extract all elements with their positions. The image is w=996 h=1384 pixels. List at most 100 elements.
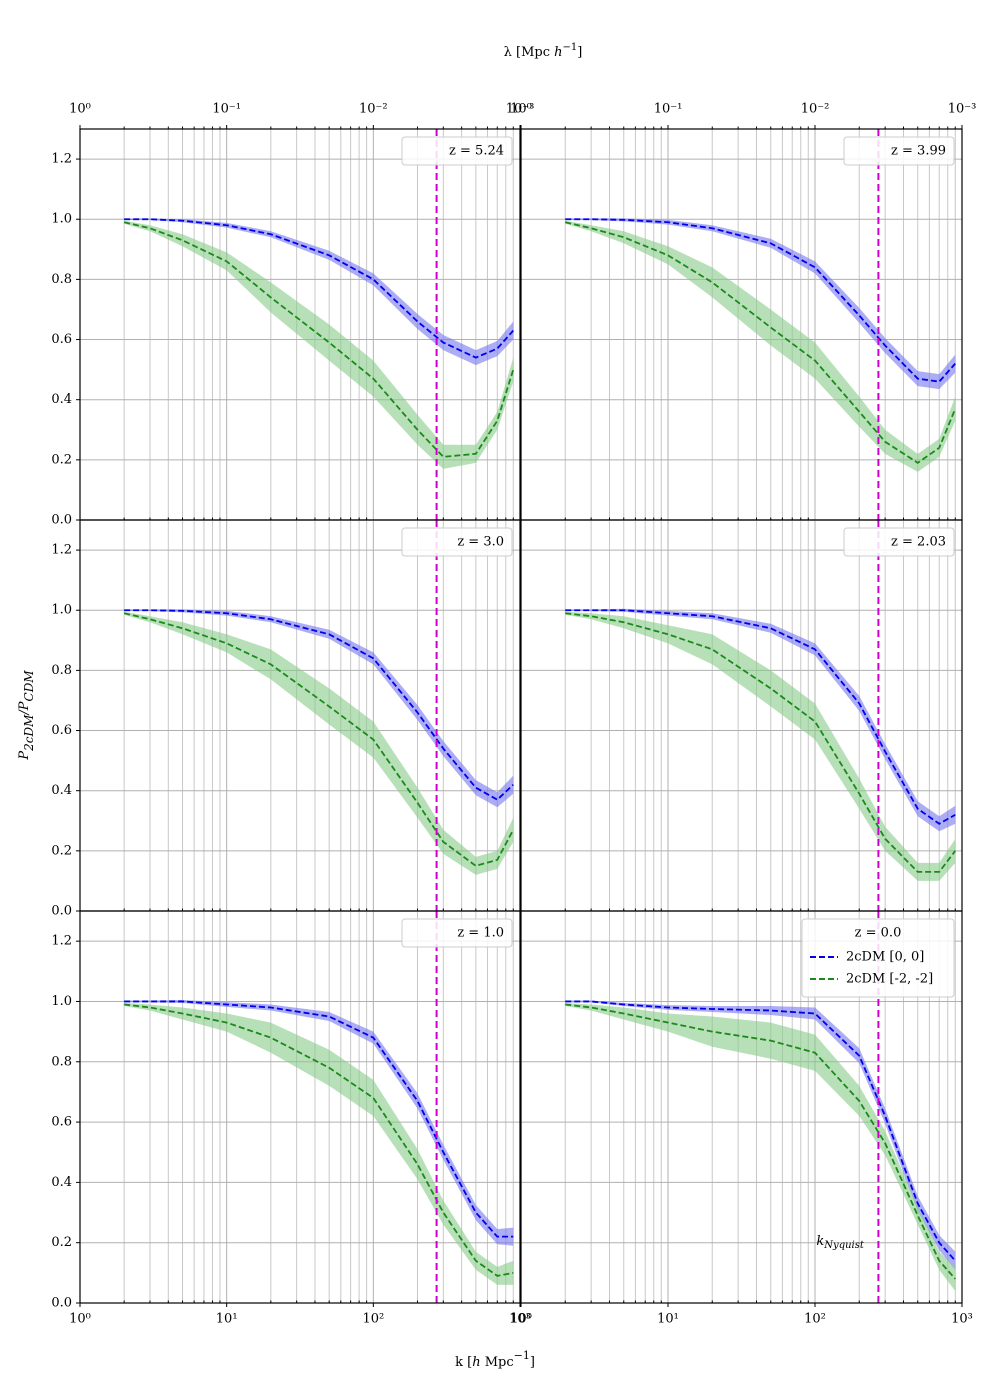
error-band bbox=[124, 1002, 514, 1285]
plot-area bbox=[565, 1000, 956, 1291]
x2-tick-label: 10⁻² bbox=[801, 102, 830, 117]
x2-tick-label: 10⁰ bbox=[510, 102, 532, 117]
nyquist-symbol: k bbox=[816, 1234, 824, 1249]
error-band bbox=[124, 609, 514, 808]
y-tick-label: 0.0 bbox=[51, 513, 72, 528]
y-tick-label: 1.0 bbox=[51, 994, 72, 1009]
y-tick-label: 0.2 bbox=[51, 1235, 72, 1250]
series-line bbox=[565, 1000, 956, 1262]
x2-tick-label: 10⁰ bbox=[69, 102, 91, 117]
label-part: P bbox=[17, 751, 32, 761]
panel: 0.0 0.2 0.4 0.6 0.8 1.0 1.2 z = 3.0 bbox=[51, 519, 521, 919]
label-part: −1 bbox=[514, 1349, 530, 1362]
plot-area bbox=[124, 999, 514, 1285]
panel: 10⁰ 10¹ 10² 10³ kNyquist z = 0.0 2cDM [0, 0] 2c… bbox=[510, 910, 973, 1327]
legend-box bbox=[843, 527, 955, 557]
legend-box bbox=[401, 918, 513, 948]
x-tick-label: 10² bbox=[362, 1312, 384, 1327]
plot-area bbox=[565, 218, 957, 472]
label-part: Mpc bbox=[481, 1355, 514, 1370]
x-tick-label: 10⁰ bbox=[69, 1312, 91, 1327]
y-tick-label: 0.0 bbox=[51, 904, 72, 919]
y-tick-label: 0.2 bbox=[51, 452, 72, 467]
label-part: /P bbox=[17, 701, 32, 716]
y-tick-label: 0.4 bbox=[51, 1175, 72, 1190]
y-tick-label: 0.8 bbox=[51, 663, 72, 678]
y-axis-label: P2cDM/PCDM bbox=[17, 670, 36, 761]
plot-area bbox=[123, 218, 515, 469]
y-tick-label: 1.0 bbox=[51, 212, 72, 227]
series-line bbox=[124, 218, 514, 359]
y-tick-label: 0.0 bbox=[51, 1296, 72, 1311]
plot-area bbox=[565, 608, 956, 881]
x2-tick-label: 10⁻³ bbox=[948, 102, 977, 117]
x-tick-label: 10⁰ bbox=[510, 1312, 532, 1327]
label-part: k [ bbox=[455, 1355, 472, 1370]
series-line bbox=[124, 1000, 514, 1238]
panel: z = 2.03 bbox=[520, 519, 963, 912]
y-tick-label: 0.6 bbox=[51, 1115, 72, 1130]
plot-area bbox=[123, 609, 515, 875]
x2-tick-label: 10⁻² bbox=[359, 102, 388, 117]
label-part: 2cDM bbox=[22, 714, 36, 752]
nyquist-label: kNyquist bbox=[816, 1234, 864, 1251]
y-tick-label: 0.8 bbox=[51, 1054, 72, 1069]
series-line bbox=[123, 612, 515, 867]
legend-title: z = 1.0 bbox=[457, 926, 504, 941]
panel: 10⁰ 10⁻¹ 10⁻² 10⁻³ 0.0 0.2 0.4 0.6 0.8 1.0 1.2 z = … bbox=[51, 102, 534, 528]
label-part: h bbox=[554, 45, 562, 60]
panel-frame bbox=[520, 128, 963, 521]
x-tick-label: 10¹ bbox=[657, 1312, 679, 1327]
error-band bbox=[565, 611, 956, 881]
error-band bbox=[124, 611, 514, 875]
y-tick-label: 0.8 bbox=[51, 272, 72, 287]
series-line bbox=[565, 221, 957, 464]
legend-box bbox=[401, 527, 513, 557]
y-tick-label: 0.6 bbox=[51, 723, 72, 738]
error-band bbox=[124, 218, 514, 366]
series-line bbox=[123, 221, 515, 458]
series-line bbox=[565, 612, 956, 873]
panel-frame bbox=[79, 910, 521, 1304]
x-tick-label: 10² bbox=[804, 1312, 826, 1327]
y-tick-label: 0.6 bbox=[51, 332, 72, 347]
y-tick-label: 1.2 bbox=[51, 934, 72, 949]
y-tick-label: 0.4 bbox=[51, 783, 72, 798]
x-tick-label: 10¹ bbox=[216, 1312, 238, 1327]
x2-tick-label: 10⁻¹ bbox=[654, 102, 683, 117]
legend-box bbox=[401, 136, 513, 166]
legend-box bbox=[843, 136, 955, 166]
x-tick-label: 10³ bbox=[509, 1312, 531, 1327]
label-part: ] bbox=[530, 1355, 535, 1370]
x2-tick-label: 10⁻¹ bbox=[212, 102, 241, 117]
label-part: λ [Mpc bbox=[504, 45, 555, 60]
legend-box bbox=[801, 918, 955, 998]
legend-entry: 2cDM [0, 0] bbox=[846, 950, 924, 965]
y-tick-label: 1.2 bbox=[51, 543, 72, 558]
panel: 10⁰ 10¹ 10² 10³ 0.0 0.2 0.4 0.6 0.8 1.0 1.2 z = 1.0 bbox=[51, 910, 531, 1327]
y-tick-label: 1.0 bbox=[51, 603, 72, 618]
label-part: h bbox=[472, 1355, 480, 1370]
label-part: −1 bbox=[563, 42, 578, 53]
legend-title: z = 2.03 bbox=[891, 535, 946, 550]
x2-tick-label: 10⁻³ bbox=[506, 102, 535, 117]
x2-axis-label: λ [Mpc h−1] bbox=[504, 42, 583, 60]
series-line bbox=[565, 609, 956, 825]
series-line bbox=[124, 1003, 514, 1277]
series-line bbox=[124, 609, 514, 801]
legend-title: z = 3.99 bbox=[891, 144, 946, 159]
error-band bbox=[565, 218, 956, 390]
legend-title: z = 5.24 bbox=[449, 144, 504, 159]
nyquist-subscript: Nyquist bbox=[823, 1240, 865, 1251]
legend-entry: 2cDM [-2, -2] bbox=[846, 972, 933, 987]
panel: 10⁰ 10⁻¹ 10⁻² 10⁻³ z = 3.99 bbox=[510, 102, 976, 521]
y-tick-label: 0.2 bbox=[51, 843, 72, 858]
label-part: ] bbox=[577, 45, 582, 60]
legend-title: z = 3.0 bbox=[457, 535, 504, 550]
y-tick-label: 0.4 bbox=[51, 392, 72, 407]
legend-title: z = 0.0 bbox=[855, 926, 902, 941]
x-axis-label: k [h Mpc−1] bbox=[455, 1349, 535, 1370]
x-tick-label: 10³ bbox=[951, 1312, 973, 1327]
error-band bbox=[565, 608, 956, 832]
